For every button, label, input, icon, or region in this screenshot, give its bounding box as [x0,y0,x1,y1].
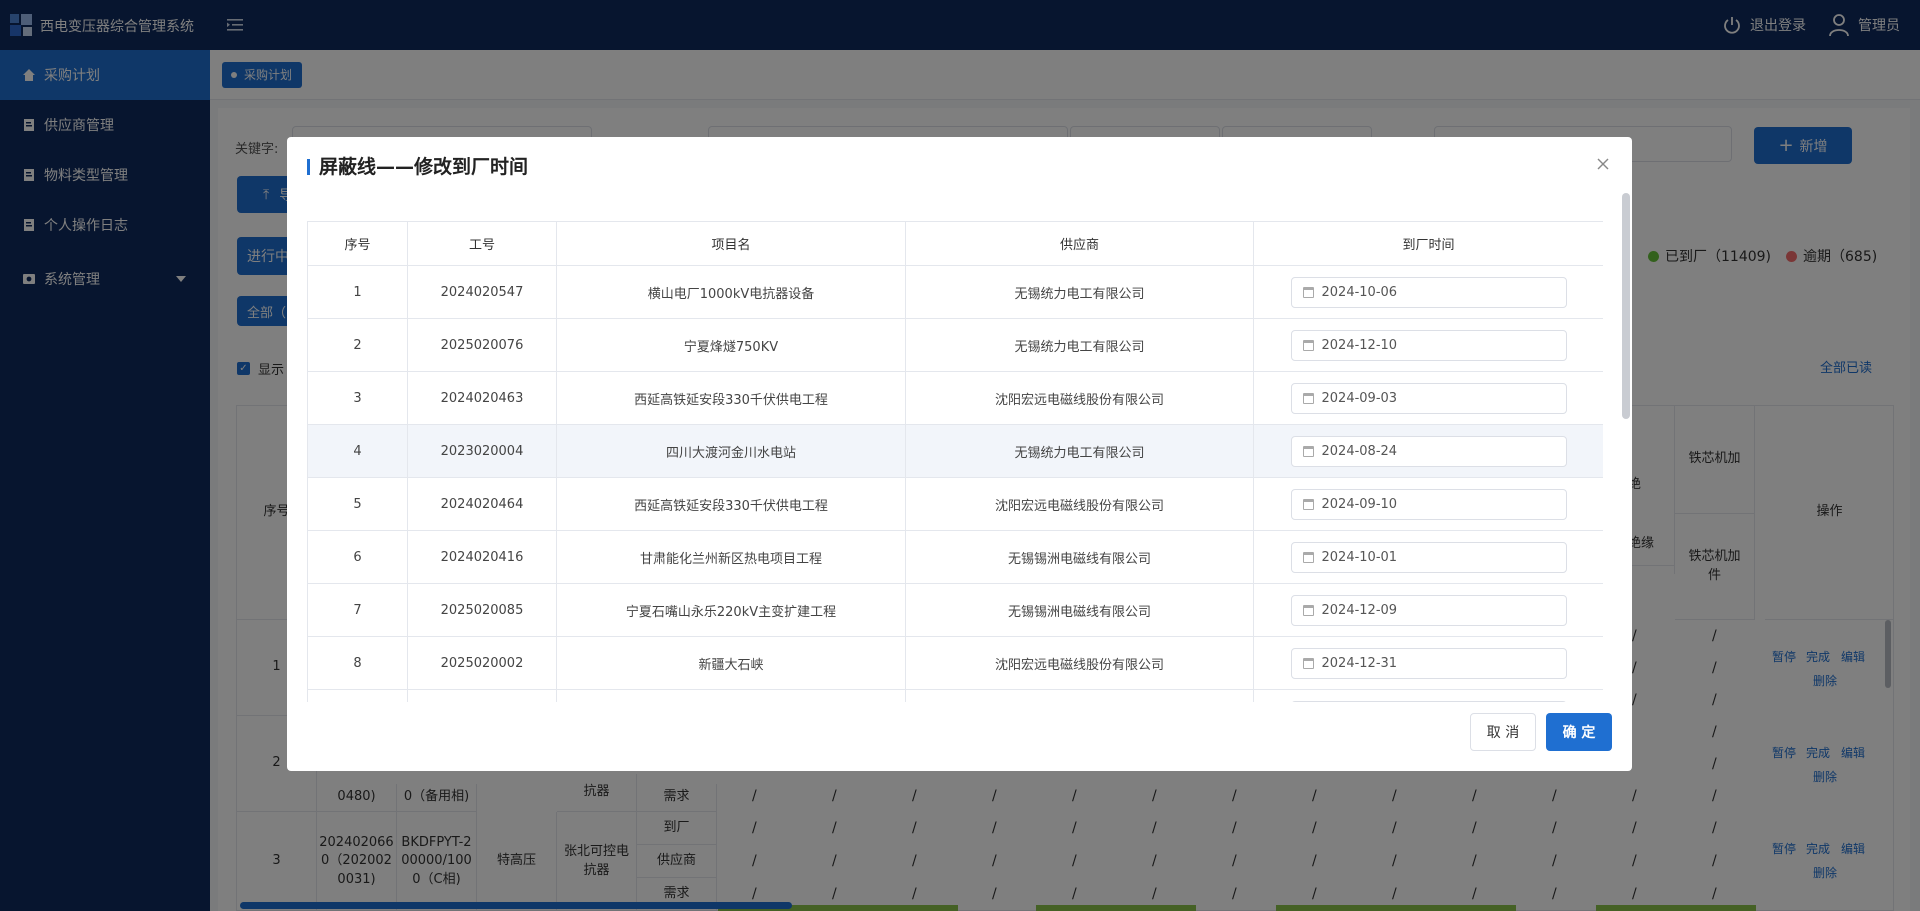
row-job-no: 2024020463 [407,371,557,425]
row-project: 横山电厂1000kV电抗器设备 [556,265,906,319]
row-job-no: 2025020002 [407,636,557,690]
row-seq-partial [307,689,408,702]
table-row: 8 2025020002 新疆大石峡 沈阳宏远电磁线股份有限公司 2024-12… [307,636,1603,690]
row-seq: 1 [307,265,408,319]
row-supplier: 无锡统力电工有限公司 [905,424,1254,478]
row-supplier: 无锡统力电工有限公司 [905,318,1254,372]
table-row: 6 2024020416 甘肃能化兰州新区热电项目工程 无锡锡洲电磁线有限公司 … [307,530,1603,584]
arrival-table: 序号 工号 项目名 供应商 到厂时间 1 2024020547 横山电厂1000… [307,221,1603,702]
row-seq: 2 [307,318,408,372]
arrival-date-picker[interactable]: 2024-12-31 [1290,647,1567,679]
row-project-partial [556,689,906,702]
calendar-icon [1302,339,1314,351]
arrival-date-value: 2024-08-24 [1321,443,1398,459]
arrival-date-picker[interactable]: 2024-10-01 [1290,541,1567,573]
dialog-title: 屏蔽线——修改到厂时间 [307,157,528,177]
row-job-no: 2023020004 [407,424,557,478]
row-arrival-cell: 2024-09-10 [1253,477,1603,531]
row-arrival-cell: 2024-12-09 [1253,583,1603,637]
arrival-date-value: 2024-12-10 [1321,337,1398,353]
column-header-supplier: 供应商 [905,221,1254,266]
arrival-date-value: 2024-12-09 [1321,602,1398,618]
row-job-no-partial [407,689,557,702]
cancel-button[interactable]: 取 消 [1470,713,1536,751]
table-row: 7 2025020085 宁夏石嘴山永乐220kV主变扩建工程 无锡锡洲电磁线有… [307,583,1603,637]
arrival-date-value: 2024-09-03 [1321,390,1398,406]
row-supplier: 沈阳宏远电磁线股份有限公司 [905,371,1254,425]
calendar-icon [1302,604,1314,616]
row-arrival-cell: 2024-12-31 [1253,636,1603,690]
column-header-seq: 序号 [307,221,408,266]
row-seq: 3 [307,371,408,425]
dialog-scrollbar[interactable] [1622,193,1630,419]
row-arrival-cell [1253,689,1603,702]
row-seq: 6 [307,530,408,584]
row-job-no: 2025020076 [407,318,557,372]
row-project: 西延高铁延安段330千伏供电工程 [556,477,906,531]
calendar-icon [1302,445,1314,457]
row-supplier: 无锡统力电工有限公司 [905,265,1254,319]
arrival-date-value: 2024-12-31 [1321,655,1398,671]
table-row [307,689,1603,702]
column-header-project: 项目名 [556,221,906,266]
calendar-icon [1302,657,1314,669]
table-row: 2 2025020076 宁夏烽燧750KV 无锡统力电工有限公司 2024-1… [307,318,1603,372]
row-supplier-partial [905,689,1254,702]
row-arrival-cell: 2024-10-01 [1253,530,1603,584]
row-project: 甘肃能化兰州新区热电项目工程 [556,530,906,584]
edit-arrival-dialog: 屏蔽线——修改到厂时间 序号 工号 项目名 供应商 到厂时间 1 [287,137,1632,771]
table-row: 4 2023020004 四川大渡河金川水电站 无锡统力电工有限公司 2024-… [307,424,1603,478]
row-arrival-cell: 2024-12-10 [1253,318,1603,372]
row-project: 宁夏烽燧750KV [556,318,906,372]
row-supplier: 无锡锡洲电磁线有限公司 [905,530,1254,584]
row-job-no: 2025020085 [407,583,557,637]
row-project: 西延高铁延安段330千伏供电工程 [556,371,906,425]
row-seq: 7 [307,583,408,637]
column-header-job-no: 工号 [407,221,557,266]
arrival-date-picker[interactable]: 2024-10-06 [1290,276,1567,308]
calendar-icon [1302,498,1314,510]
row-seq: 4 [307,424,408,478]
row-arrival-cell: 2024-10-06 [1253,265,1603,319]
arrival-date-picker[interactable]: 2024-08-24 [1290,435,1567,467]
close-icon[interactable] [1596,157,1610,171]
row-seq: 5 [307,477,408,531]
row-project: 新疆大石峡 [556,636,906,690]
row-job-no: 2024020547 [407,265,557,319]
row-project: 四川大渡河金川水电站 [556,424,906,478]
dialog-footer: 取 消 确 定 [1470,713,1612,751]
arrival-date-picker[interactable]: 2024-12-10 [1290,329,1567,361]
row-project: 宁夏石嘴山永乐220kV主变扩建工程 [556,583,906,637]
dialog-body: 序号 工号 项目名 供应商 到厂时间 1 2024020547 横山电厂1000… [307,221,1603,702]
table-row: 3 2024020463 西延高铁延安段330千伏供电工程 沈阳宏远电磁线股份有… [307,371,1603,425]
row-job-no: 2024020464 [407,477,557,531]
calendar-icon [1302,551,1314,563]
table-row: 1 2024020547 横山电厂1000kV电抗器设备 无锡统力电工有限公司 … [307,265,1603,319]
row-job-no: 2024020416 [407,530,557,584]
arrival-date-picker[interactable]: 2024-09-10 [1290,488,1567,520]
arrival-date-picker[interactable] [1290,700,1567,702]
confirm-button[interactable]: 确 定 [1546,713,1612,751]
row-arrival-cell: 2024-08-24 [1253,424,1603,478]
arrival-date-value: 2024-10-01 [1321,549,1398,565]
arrival-date-picker[interactable]: 2024-12-09 [1290,594,1567,626]
calendar-icon [1302,286,1314,298]
row-supplier: 沈阳宏远电磁线股份有限公司 [905,636,1254,690]
arrival-date-value: 2024-09-10 [1321,496,1398,512]
row-supplier: 无锡锡洲电磁线有限公司 [905,583,1254,637]
row-seq: 8 [307,636,408,690]
column-header-arrival-date: 到厂时间 [1253,221,1603,266]
row-arrival-cell: 2024-09-03 [1253,371,1603,425]
table-row: 5 2024020464 西延高铁延安段330千伏供电工程 沈阳宏远电磁线股份有… [307,477,1603,531]
table-header-row: 序号 工号 项目名 供应商 到厂时间 [307,221,1603,266]
arrival-date-value: 2024-10-06 [1321,284,1398,300]
calendar-icon [1302,392,1314,404]
arrival-date-picker[interactable]: 2024-09-03 [1290,382,1567,414]
row-supplier: 沈阳宏远电磁线股份有限公司 [905,477,1254,531]
